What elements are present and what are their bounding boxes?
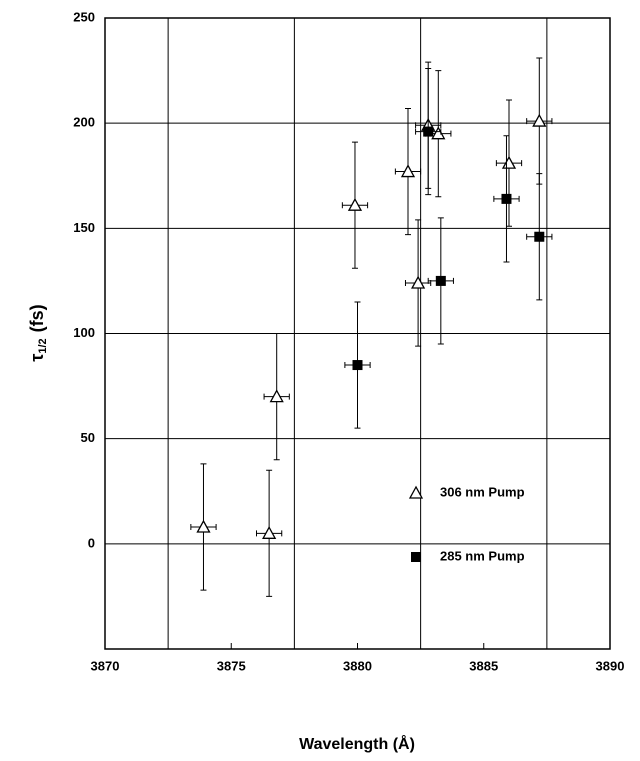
x-tick-label: 3870 [91,658,120,673]
y-label-symbol: τ [27,354,47,362]
triangle-marker [400,164,416,178]
square-marker [435,275,446,286]
y-label-unit: (fs) [27,304,47,332]
y-axis-label: τ1/2 (fs) [27,304,49,361]
triangle-marker [411,275,426,289]
square-marker [423,126,434,137]
y-tick-label: 50 [81,430,95,445]
y-tick-label: 0 [88,535,95,550]
y-tick-label: 250 [73,9,95,24]
legend-label: 306 nm Pump [440,484,525,499]
triangle-marker [347,197,363,211]
square-marker [534,231,545,242]
triangle-marker [532,113,547,127]
y-tick-label: 100 [73,325,95,340]
y-tick-label: 200 [73,115,95,130]
square-marker [501,193,512,204]
triangle-marker [269,389,284,403]
triangle-marker [262,525,277,539]
x-axis-label: Wavelength (Å) [299,734,415,753]
x-tick-label: 3875 [217,658,246,673]
x-tick-label: 3890 [596,658,625,673]
y-tick-label: 150 [73,220,95,235]
square-marker [352,360,363,371]
legend-label: 285 nm Pump [440,548,525,563]
triangle-marker [196,519,211,533]
x-tick-label: 3880 [343,658,372,673]
y-label-subscript: 1/2 [37,338,49,353]
x-tick-label: 3885 [469,658,498,673]
square-marker [411,552,421,562]
triangle-marker [408,485,424,499]
